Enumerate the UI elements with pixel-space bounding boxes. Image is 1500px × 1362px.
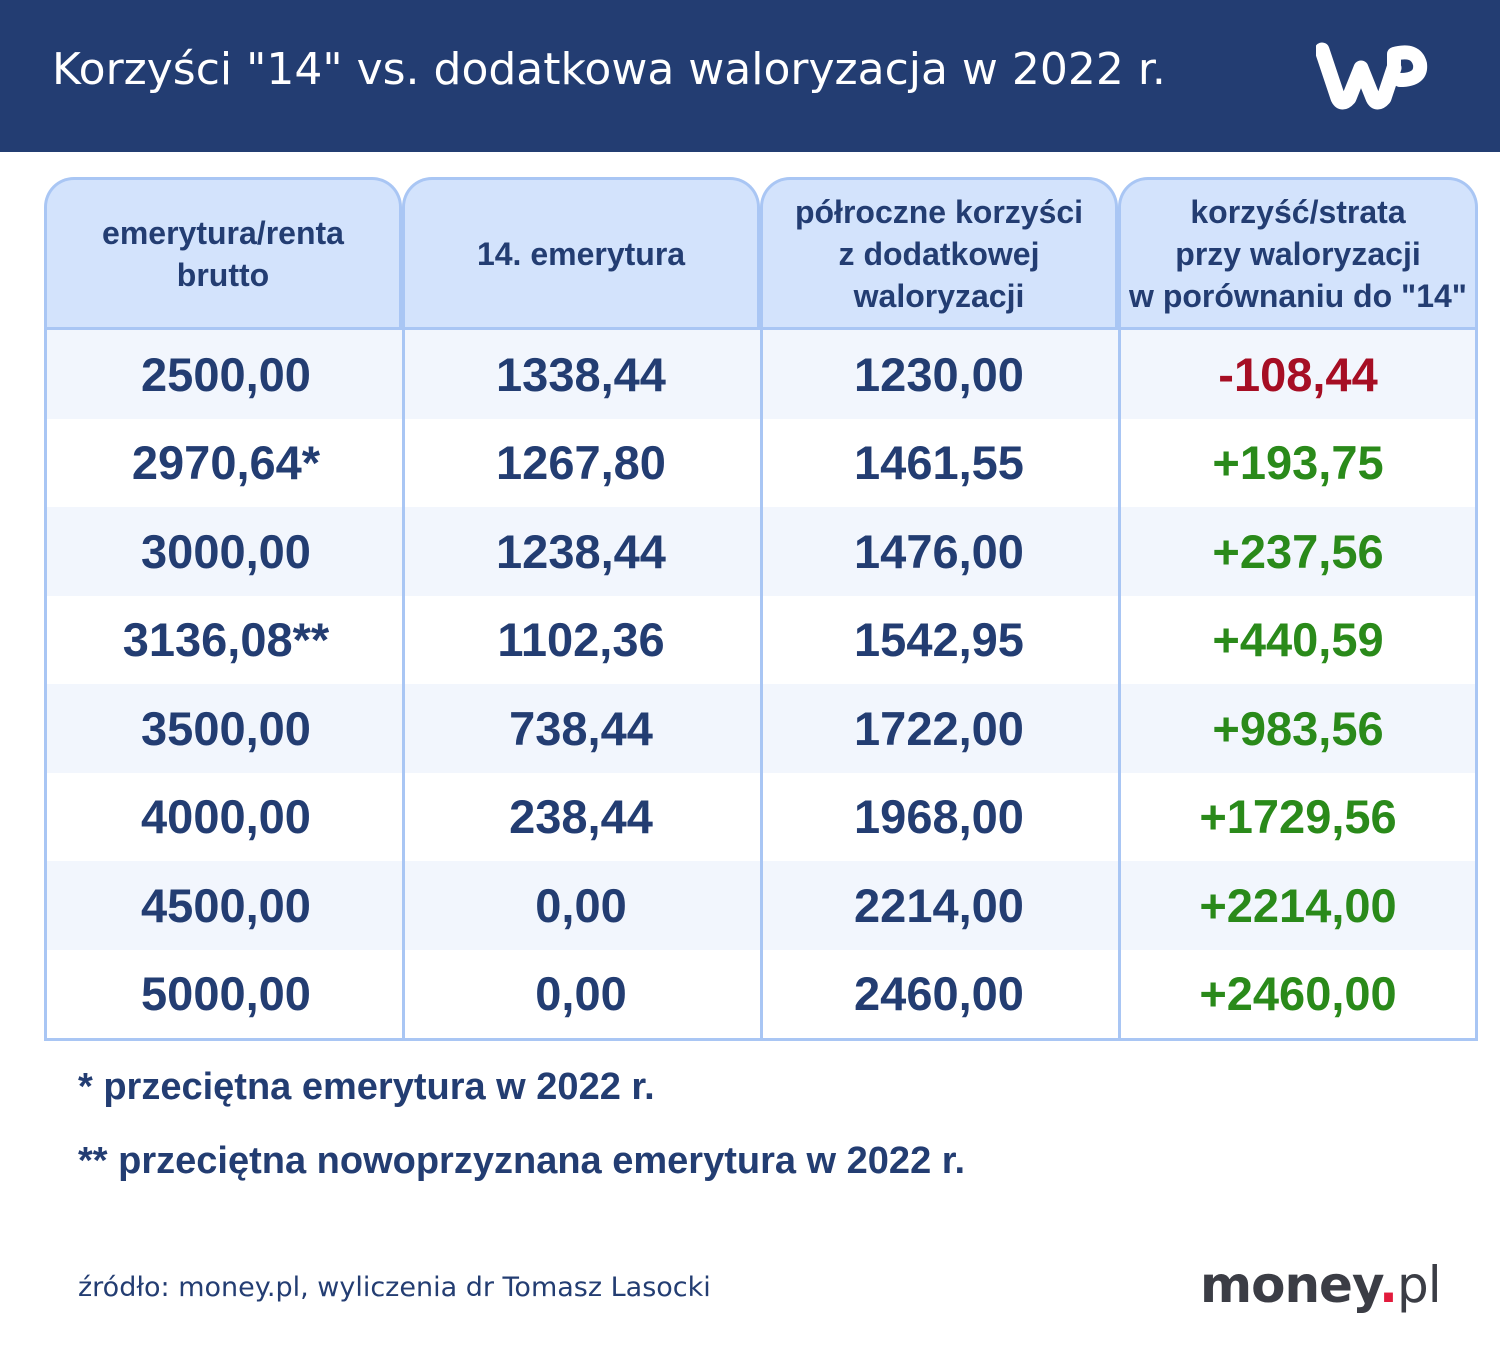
column-divider — [1118, 330, 1121, 1038]
brand-dot: . — [1378, 1256, 1398, 1314]
table-cell: 1968,00 — [854, 790, 1024, 844]
source-text: źródło: money.pl, wyliczenia dr Tomasz L… — [78, 1272, 711, 1303]
table-cell: 0,00 — [535, 967, 627, 1021]
table-cell: 5000,00 — [141, 967, 311, 1021]
table-cell: 2460,00 — [854, 967, 1024, 1021]
table-cell: 1230,00 — [854, 347, 1024, 401]
column-header-1: emerytura/renta brutto — [44, 177, 402, 327]
wp-logo-icon — [1316, 42, 1428, 110]
column-header-line: w porównaniu do "14" — [1129, 277, 1467, 314]
table-row: 5000,00 0,00 2460,00 +2460,00 — [47, 950, 1475, 1039]
table-body: 2500,00 1338,44 1230,00 -108,44 2970,64* 1267… — [44, 327, 1478, 1041]
table-cell: 2214,00 — [854, 878, 1024, 932]
money-pl-logo: money.pl — [1200, 1256, 1442, 1314]
table-cell: -108,44 — [1218, 347, 1378, 401]
column-header-2: 14. emerytura — [402, 177, 760, 327]
column-header-line: z dodatkowej — [838, 235, 1040, 272]
table-cell: 1476,00 — [854, 524, 1024, 578]
column-header-3: półroczne korzyści z dodatkowej waloryzacj… — [760, 177, 1118, 327]
table-cell: 1338,44 — [496, 347, 666, 401]
header-bar: Korzyści "14" vs. dodatkowa waloryzacja … — [0, 0, 1500, 152]
table-cell: +237,56 — [1212, 524, 1384, 578]
column-header-line: emerytura/renta — [102, 214, 344, 251]
table-row: 3136,08** 1102,36 1542,95 +440,59 — [47, 596, 1475, 685]
table-cell: 3500,00 — [141, 701, 311, 755]
table-row: 4000,00 238,44 1968,00 +1729,56 — [47, 773, 1475, 862]
footnote-2: ** przeciętna nowoprzyznana emerytura w … — [78, 1140, 966, 1182]
table-cell: 4500,00 — [141, 878, 311, 932]
brand-tld: pl — [1396, 1256, 1442, 1314]
table-cell: 2500,00 — [141, 347, 311, 401]
table-cell: 1722,00 — [854, 701, 1024, 755]
table-cell: 3136,08** — [122, 613, 330, 667]
column-header-line: waloryzacji — [853, 277, 1025, 314]
table-cell: 1542,95 — [854, 613, 1024, 667]
column-header-4: korzyść/strata przy waloryzacji w porównan… — [1118, 177, 1478, 327]
table-cell: 1102,36 — [497, 613, 665, 667]
column-header-line: półroczne korzyści — [794, 193, 1084, 230]
table-cell: +2460,00 — [1199, 967, 1397, 1021]
column-header-line: brutto — [176, 256, 270, 293]
table-cell: +2214,00 — [1199, 878, 1397, 932]
table-cell: +440,59 — [1212, 613, 1384, 667]
data-table: emerytura/renta brutto 14. emerytura półroc… — [44, 177, 1478, 1041]
table-cell: +983,56 — [1212, 701, 1384, 755]
column-divider — [760, 330, 763, 1038]
footnote-1: * przeciętna emerytura w 2022 r. — [78, 1066, 655, 1108]
page-title: Korzyści "14" vs. dodatkowa waloryzacja … — [52, 44, 1166, 95]
column-header-line: przy waloryzacji — [1175, 235, 1421, 272]
table-cell: 4000,00 — [141, 790, 311, 844]
table-cell: 2970,64* — [131, 436, 321, 490]
column-divider — [402, 330, 405, 1038]
table-cell: +193,75 — [1212, 436, 1384, 490]
table-cell: 0,00 — [535, 878, 627, 932]
table-cell: 1238,44 — [496, 524, 666, 578]
table-row: 2970,64* 1267,80 1461,55 +193,75 — [47, 419, 1475, 508]
table-cell: +1729,56 — [1199, 790, 1397, 844]
table-cell: 1267,80 — [496, 436, 666, 490]
table-cell: 238,44 — [509, 790, 653, 844]
column-header-line: korzyść/strata — [1190, 193, 1406, 230]
column-header-line: 14. emerytura — [476, 235, 686, 272]
table-cell: 1461,55 — [854, 436, 1024, 490]
table-cell: 3000,00 — [141, 524, 311, 578]
brand-name: money — [1200, 1256, 1380, 1314]
table-cell: 738,44 — [509, 701, 653, 755]
